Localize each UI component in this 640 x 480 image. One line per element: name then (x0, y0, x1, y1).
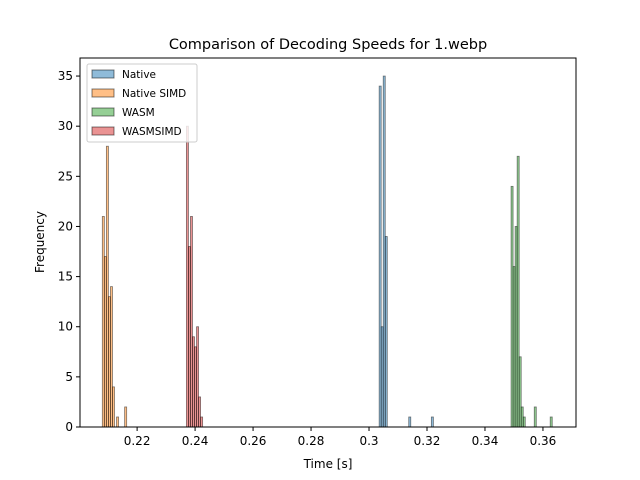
x-axis-label: Time [s] (303, 457, 353, 471)
bar (408, 416, 412, 428)
y-tick-label: 5 (65, 370, 73, 384)
y-tick-label: 15 (58, 270, 73, 284)
y-tick-label: 30 (58, 119, 73, 133)
legend-swatch (91, 126, 115, 136)
legend-label: WASMSIMD (122, 126, 182, 138)
bar (124, 406, 128, 428)
bar (549, 416, 553, 428)
bar (430, 416, 434, 428)
y-tick-label: 35 (58, 69, 73, 83)
bar (384, 236, 388, 428)
legend-swatch (91, 107, 115, 117)
legend-swatch (91, 88, 115, 98)
bar (112, 386, 115, 428)
x-tick-label: 0.3 (359, 434, 378, 448)
x-tick-label: 0.24 (182, 434, 209, 448)
plot-frame (79, 57, 577, 428)
x-tick-label: 0.34 (472, 434, 499, 448)
legend-label: Native (122, 69, 156, 81)
y-tick-label: 10 (58, 320, 73, 334)
legend-label: WASM (122, 107, 155, 119)
legend-swatch (91, 69, 115, 79)
x-tick-label: 0.26 (240, 434, 267, 448)
y-tick-label: 0 (65, 420, 73, 434)
chart-title: Comparison of Decoding Speeds for 1.webp (169, 37, 487, 53)
x-tick-label: 0.32 (414, 434, 441, 448)
bar (522, 416, 526, 428)
y-tick-label: 25 (58, 169, 73, 183)
bar (533, 406, 537, 428)
legend-label: Native SIMD (122, 88, 186, 100)
y-axis-label: Frequency (33, 211, 47, 273)
x-tick-label: 0.36 (530, 434, 557, 448)
x-tick-label: 0.22 (124, 434, 151, 448)
bar (116, 416, 119, 428)
bar (200, 416, 204, 428)
x-tick-label: 0.28 (298, 434, 325, 448)
y-tick-label: 20 (58, 219, 73, 233)
legend-box (86, 63, 198, 143)
